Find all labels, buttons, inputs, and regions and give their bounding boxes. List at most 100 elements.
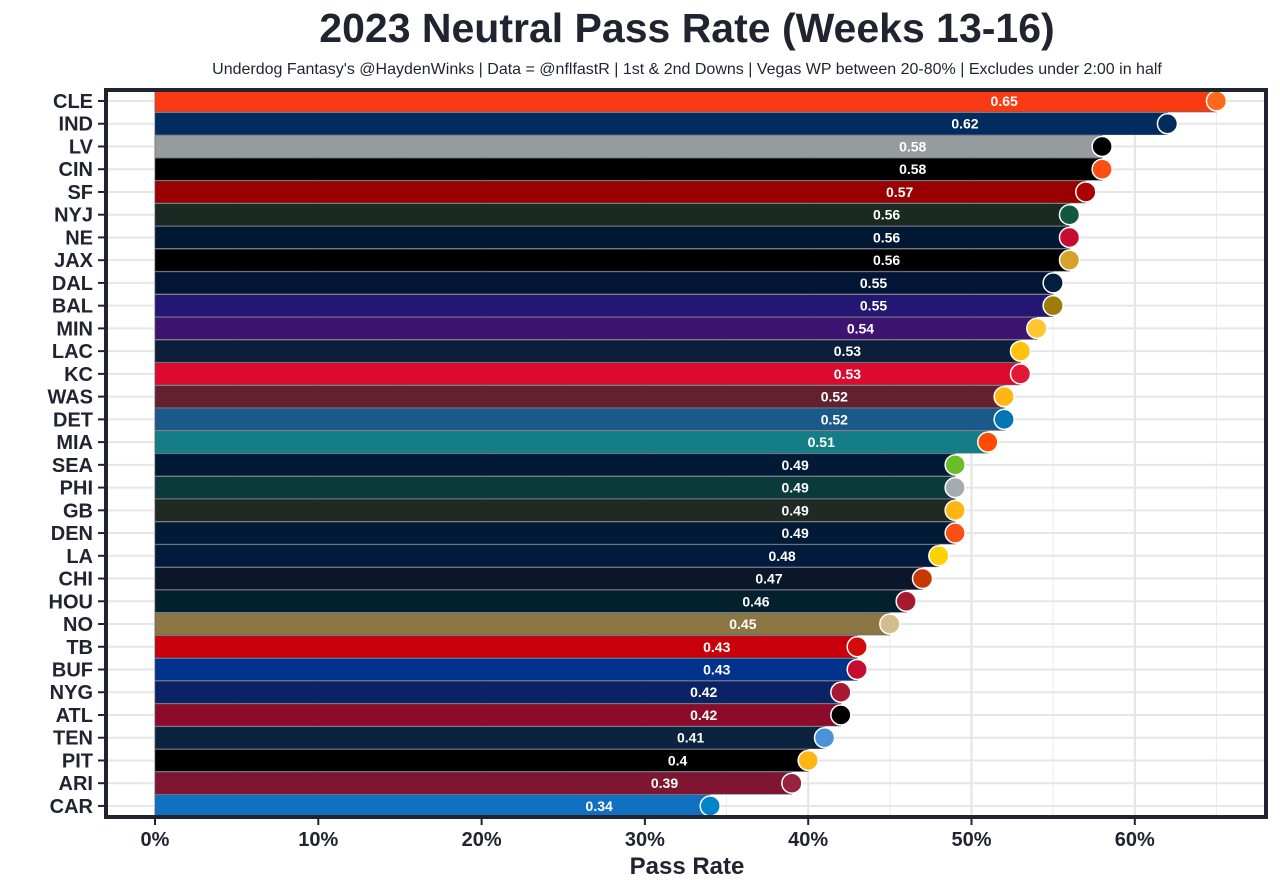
- team-logo-nyj: [1058, 203, 1081, 226]
- team-logo-dal: [1042, 272, 1064, 294]
- team-logo-tb: [846, 636, 868, 658]
- team-logo-hou: [895, 590, 917, 613]
- data-label-jax: 0.56: [873, 252, 900, 268]
- y-label-tb: TB: [66, 637, 93, 659]
- x-axis-label: Pass Rate: [630, 853, 745, 880]
- y-label-buf: BUF: [52, 660, 93, 682]
- x-axis-ticks: 0% 10% 20% 30% 40% 50% 60%: [141, 819, 1155, 851]
- data-label-was: 0.52: [821, 389, 848, 405]
- data-label-min: 0.54: [847, 320, 874, 336]
- team-logo-atl: [830, 704, 852, 726]
- team-logo-phi: [944, 476, 966, 499]
- bar-nyg: [154, 680, 842, 704]
- data-label-mia: 0.51: [808, 434, 835, 450]
- y-label-car: CAR: [50, 796, 94, 818]
- bar-bal: [154, 294, 1054, 317]
- bar-ne: [154, 226, 1070, 249]
- bar-det: [154, 408, 1005, 431]
- y-label-cin: CIN: [59, 159, 93, 181]
- bar-car: [154, 794, 711, 818]
- y-label-atl: ATL: [56, 705, 93, 727]
- team-logo-nyg: [830, 681, 852, 703]
- team-logo-jax: [1058, 249, 1081, 271]
- y-label-gb: GB: [63, 500, 93, 522]
- data-label-lv: 0.58: [899, 138, 926, 154]
- team-logo-ari: [781, 772, 803, 794]
- team-logo-min: [1026, 317, 1048, 340]
- data-label-bal: 0.55: [860, 298, 887, 314]
- data-label-sf: 0.57: [886, 184, 913, 200]
- data-label-atl: 0.42: [690, 707, 717, 723]
- y-label-phi: PHI: [60, 478, 93, 500]
- bar-sea: [154, 453, 956, 477]
- team-logo-chi: [911, 567, 934, 590]
- panel-border: [104, 88, 1268, 819]
- data-label-ne: 0.56: [873, 229, 900, 245]
- chart-title: 2023 Neutral Pass Rate (Weeks 13-16): [319, 5, 1054, 51]
- team-logo-pit: [797, 749, 819, 772]
- bar-lv: [154, 135, 1103, 158]
- bar-hou: [154, 589, 907, 613]
- team-logo-ind: [1156, 112, 1179, 135]
- y-label-no: NO: [63, 614, 93, 636]
- data-label-nyj: 0.56: [873, 207, 900, 223]
- bar-lac: [154, 339, 1021, 363]
- team-logo-mia: [977, 431, 999, 453]
- y-label-ten: TEN: [53, 728, 93, 750]
- y-label-ari: ARI: [59, 773, 93, 795]
- bar-tb: [154, 635, 858, 659]
- x-tick-label: 40%: [788, 829, 828, 851]
- bars: [154, 89, 1217, 818]
- y-label-sf: SF: [67, 182, 93, 204]
- y-label-hou: HOU: [49, 591, 93, 613]
- y-label-sea: SEA: [52, 455, 93, 477]
- data-label-nyg: 0.42: [690, 684, 717, 700]
- y-label-cle: CLE: [53, 91, 93, 113]
- bar-atl: [154, 703, 842, 727]
- data-label-sea: 0.49: [782, 457, 809, 473]
- team-logo-lac: [1009, 340, 1032, 362]
- team-logo-bal: [1042, 294, 1064, 317]
- data-labels: 0.65 0.62 0.58 0.58 0.57 0.56 0.56 0.56 0.55 0.55…: [586, 93, 1018, 814]
- bar-pit: [154, 749, 809, 772]
- team-logo-ne: [1058, 226, 1081, 249]
- team-logo-no: [879, 613, 901, 635]
- y-label-lv: LV: [69, 136, 94, 158]
- data-label-ten: 0.41: [677, 730, 704, 746]
- team-logo-la: [928, 545, 950, 567]
- y-label-ne: NE: [65, 227, 93, 249]
- team-logo-kc: [1009, 363, 1032, 385]
- bar-ind: [154, 112, 1168, 136]
- data-label-la: 0.48: [768, 548, 795, 564]
- x-tick-label: 30%: [625, 829, 665, 851]
- bar-cle: [154, 89, 1217, 113]
- x-tick-label: 0%: [141, 829, 170, 851]
- bar-cin: [154, 157, 1103, 181]
- bar-gb: [154, 499, 956, 522]
- bar-den: [154, 521, 956, 545]
- data-label-cle: 0.65: [991, 93, 1018, 109]
- data-label-kc: 0.53: [834, 366, 861, 382]
- x-tick-label: 20%: [462, 829, 502, 851]
- bar-ten: [154, 726, 825, 750]
- y-label-pit: PIT: [62, 750, 93, 772]
- bar-dal: [154, 271, 1054, 295]
- bar-mia: [154, 430, 989, 454]
- y-label-nyj: NYJ: [54, 205, 93, 227]
- x-tick-label: 60%: [1115, 829, 1155, 851]
- team-logo-sf: [1075, 181, 1097, 203]
- team-logo-cin: [1091, 158, 1113, 180]
- data-label-pit: 0.4: [668, 752, 688, 768]
- x-tick-label: 50%: [951, 829, 991, 851]
- y-label-det: DET: [53, 409, 93, 431]
- team-logo-buf: [846, 658, 868, 681]
- team-logo-cle: [1205, 90, 1228, 112]
- bar-nyj: [154, 203, 1070, 226]
- bar-ari: [154, 771, 793, 795]
- data-label-det: 0.52: [821, 411, 848, 427]
- data-label-cin: 0.58: [899, 161, 926, 177]
- y-label-ind: IND: [59, 114, 93, 136]
- bar-no: [154, 612, 891, 636]
- data-label-den: 0.49: [782, 525, 809, 541]
